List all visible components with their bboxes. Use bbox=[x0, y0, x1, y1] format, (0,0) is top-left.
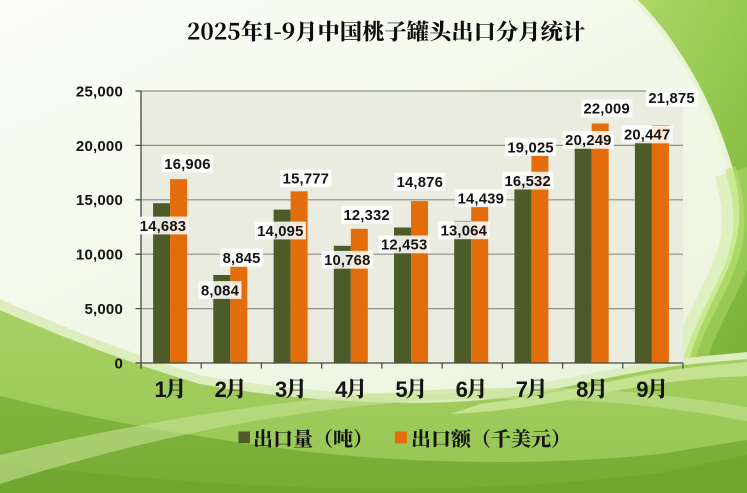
svg-text:14,439: 14,439 bbox=[458, 192, 504, 208]
svg-text:9: 9 bbox=[636, 377, 648, 402]
svg-text:12,453: 12,453 bbox=[381, 238, 427, 254]
svg-text:16,906: 16,906 bbox=[164, 157, 210, 173]
svg-text:14,683: 14,683 bbox=[140, 219, 186, 235]
svg-text:8,845: 8,845 bbox=[223, 251, 261, 267]
svg-text:20,000: 20,000 bbox=[76, 138, 123, 155]
svg-text:15,000: 15,000 bbox=[76, 192, 123, 209]
svg-text:3: 3 bbox=[275, 377, 287, 402]
svg-text:10,768: 10,768 bbox=[324, 253, 370, 269]
svg-text:5,000: 5,000 bbox=[84, 301, 123, 318]
svg-text:15,777: 15,777 bbox=[283, 172, 329, 188]
svg-text:25,000: 25,000 bbox=[76, 83, 123, 100]
svg-text:13,064: 13,064 bbox=[441, 224, 488, 240]
svg-text:10,000: 10,000 bbox=[76, 247, 123, 264]
svg-text:4: 4 bbox=[335, 377, 348, 402]
svg-text:19,025: 19,025 bbox=[507, 140, 553, 156]
svg-text:20,249: 20,249 bbox=[565, 133, 611, 149]
svg-text:7: 7 bbox=[516, 377, 528, 402]
svg-text:14,876: 14,876 bbox=[397, 175, 443, 191]
svg-text:0: 0 bbox=[114, 355, 123, 372]
svg-text:14,095: 14,095 bbox=[257, 224, 303, 240]
svg-text:2: 2 bbox=[215, 377, 227, 402]
svg-text:1: 1 bbox=[154, 377, 166, 402]
svg-text:8: 8 bbox=[576, 377, 588, 402]
svg-text:20,447: 20,447 bbox=[624, 128, 670, 144]
svg-text:12,332: 12,332 bbox=[343, 208, 389, 224]
svg-text:21,875: 21,875 bbox=[648, 91, 694, 107]
svg-text:5: 5 bbox=[395, 377, 407, 402]
svg-text:6: 6 bbox=[456, 377, 468, 402]
svg-text:22,009: 22,009 bbox=[583, 102, 629, 118]
svg-text:16,532: 16,532 bbox=[504, 174, 550, 190]
svg-text:8,084: 8,084 bbox=[201, 283, 240, 299]
